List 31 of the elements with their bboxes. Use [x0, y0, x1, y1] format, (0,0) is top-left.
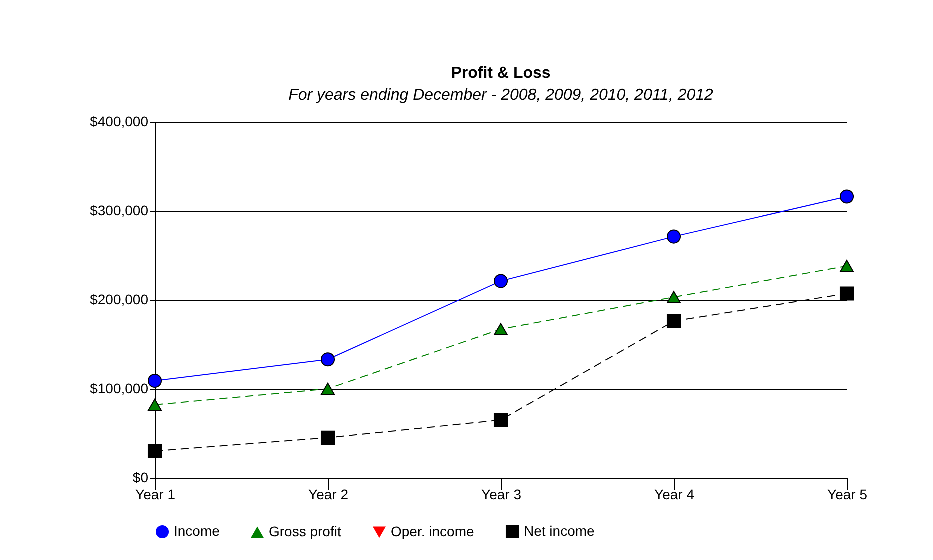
y-tick-label: $200,000 — [90, 292, 149, 308]
x-tick-label: Year 3 — [482, 486, 522, 502]
point — [666, 314, 682, 328]
point — [840, 190, 854, 204]
chart-title: Profit & Loss — [451, 65, 551, 82]
point — [148, 444, 162, 458]
point — [666, 291, 682, 304]
point — [840, 286, 854, 301]
legend-label: Gross profit — [269, 523, 342, 540]
legend-label: Income — [174, 522, 220, 539]
x-tick-label: Year 1 — [136, 486, 176, 502]
y-tick-label: $400,000 — [90, 114, 149, 130]
x-tick-label: Year 5 — [828, 486, 868, 502]
chart-subtitle: For years ending December - 2008, 2009, 2010, 2011, 2012 — [288, 87, 714, 104]
legend-label: Oper. income — [391, 523, 474, 540]
point — [148, 398, 162, 412]
point — [320, 382, 336, 396]
point — [494, 274, 508, 288]
point — [320, 430, 336, 445]
point — [666, 230, 682, 244]
point — [840, 260, 854, 272]
y-tick-label: $0 — [132, 470, 149, 486]
point — [148, 374, 162, 388]
legend-label: Net income — [524, 522, 596, 539]
point — [494, 413, 508, 428]
y-tick-label: $100,000 — [90, 380, 149, 396]
point — [494, 323, 508, 336]
y-tick-label: $300,000 — [90, 202, 149, 218]
point — [320, 352, 336, 367]
x-tick-label: Year 4 — [654, 486, 695, 502]
x-tick-label: Year 2 — [308, 486, 349, 502]
